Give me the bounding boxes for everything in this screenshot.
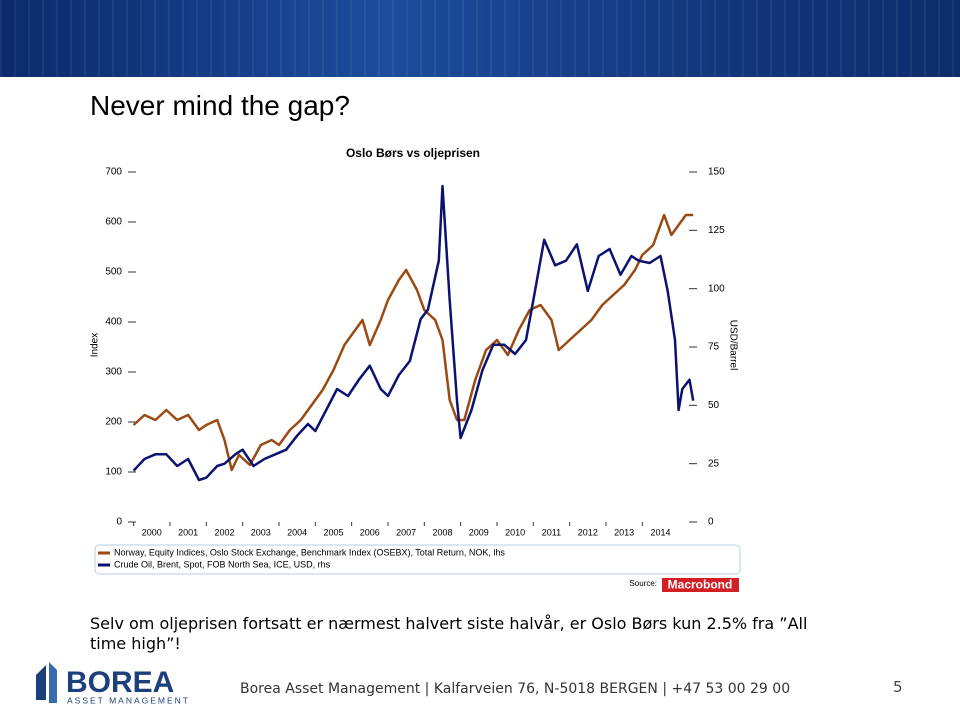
banner [0, 0, 960, 77]
x-tick-label: 2007 [396, 527, 416, 537]
x-tick-label: 2005 [323, 527, 343, 537]
source-label: Source: [629, 579, 657, 588]
y-tick-label: 100 [105, 467, 122, 478]
y-axis-label: Index [90, 333, 101, 357]
y-tick-label: 200 [105, 417, 122, 428]
y-tick-label: 600 [105, 217, 122, 228]
legend-label: Crude Oil, Brent, Spot, FOB North Sea, I… [114, 559, 331, 569]
x-tick-label: 2003 [251, 527, 271, 537]
y2-tick-label: 125 [708, 225, 725, 236]
y-tick-label: 0 [116, 517, 122, 528]
x-tick-label: 2001 [178, 527, 198, 537]
x-tick-label: 2004 [287, 527, 307, 537]
footer: Borea Asset Management | Kalfarveien 76,… [240, 681, 791, 697]
y2-tick-label: 75 [708, 342, 720, 353]
line-series [132, 184, 695, 482]
y2-tick-label: 50 [708, 400, 720, 411]
page-number: 5 [893, 678, 903, 696]
x-tick-label: 2014 [650, 527, 670, 537]
y2-tick-label: 0 [708, 517, 714, 528]
x-tick-label: 2008 [432, 527, 452, 537]
x-tick-label: 2009 [469, 527, 489, 537]
legend-label: Norway, Equity Indices, Oslo Stock Excha… [114, 547, 505, 557]
logo-name: BOREA [66, 666, 174, 699]
note: Selv om oljeprisen fortsatt er nærmest h… [90, 614, 808, 653]
logo-tagline: ASSET MANAGEMENT [67, 695, 190, 705]
y-tick-label: 300 [105, 367, 122, 378]
x-tick-label: 2013 [614, 527, 634, 537]
x-tick-label: 2006 [360, 527, 380, 537]
legend-box [94, 544, 741, 575]
y-tick-label: 500 [105, 267, 122, 278]
x-tick-label: 2010 [505, 527, 525, 537]
y2-tick-label: 25 [708, 458, 720, 469]
x-tick-label: 2000 [142, 527, 162, 537]
y2-tick-label: 150 [708, 167, 725, 178]
logo-icon [36, 662, 57, 703]
source-logo [662, 578, 739, 592]
y2-tick-label: 100 [708, 283, 725, 294]
y-tick-label: 700 [105, 167, 122, 178]
chart-title: Oslo Børs vs oljeprisen [346, 146, 480, 160]
y2-axis-label: USD/Barrel [727, 320, 738, 371]
x-tick-label: 2012 [578, 527, 598, 537]
source-name: Macrobond [668, 578, 733, 592]
x-tick-label: 2002 [214, 527, 234, 537]
slide-title: Never mind the gap? [90, 90, 350, 121]
y-tick-label: 400 [105, 317, 122, 328]
x-tick-label: 2011 [542, 527, 561, 537]
